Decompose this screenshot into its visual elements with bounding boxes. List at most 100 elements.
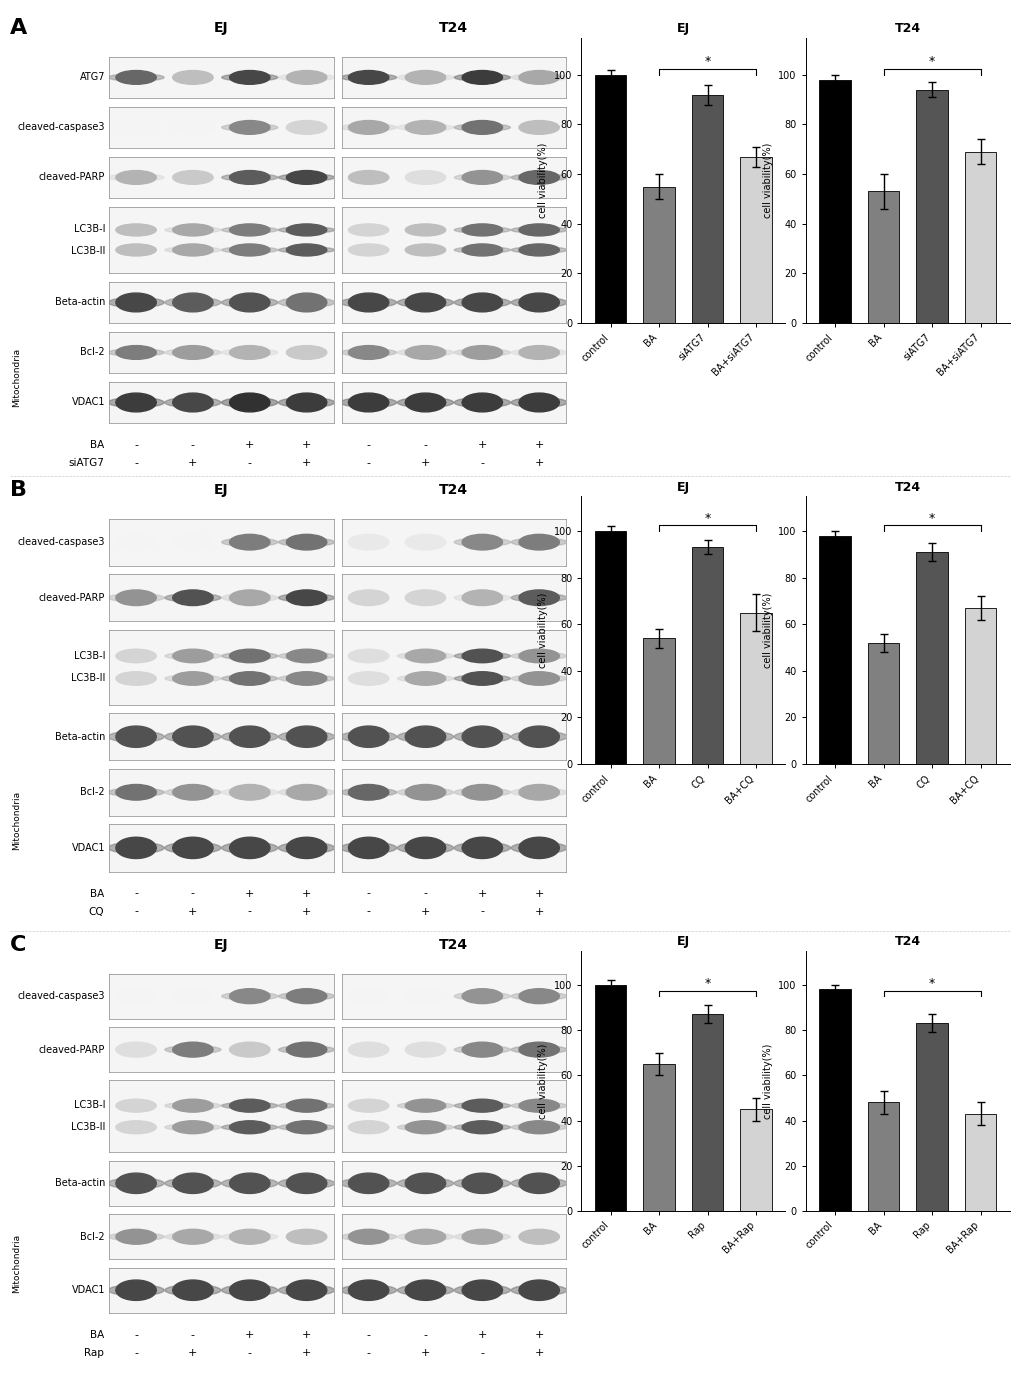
Ellipse shape (397, 349, 453, 356)
Text: +: + (302, 440, 311, 451)
Ellipse shape (511, 174, 567, 181)
Text: VDAC1: VDAC1 (71, 397, 105, 407)
Bar (964, 1114, 996, 1211)
Text: LC3B-I: LC3B-I (73, 1100, 105, 1110)
Ellipse shape (165, 652, 221, 659)
Ellipse shape (286, 1174, 326, 1193)
Ellipse shape (348, 534, 388, 550)
Bar (740, 1109, 771, 1211)
Text: EJ: EJ (214, 21, 228, 34)
Ellipse shape (286, 672, 326, 685)
Ellipse shape (397, 1102, 453, 1109)
Ellipse shape (511, 247, 567, 254)
Ellipse shape (116, 650, 156, 663)
Text: +: + (189, 1347, 198, 1358)
Text: T24: T24 (439, 483, 468, 496)
Ellipse shape (221, 226, 277, 233)
Ellipse shape (221, 538, 277, 546)
Ellipse shape (405, 1121, 445, 1134)
Ellipse shape (221, 298, 277, 308)
Title: T24: T24 (894, 22, 920, 34)
Ellipse shape (340, 789, 396, 797)
Text: Mitochondria: Mitochondria (12, 348, 20, 407)
Text: BA: BA (90, 440, 104, 451)
Ellipse shape (453, 174, 510, 181)
Text: +: + (421, 458, 430, 469)
Ellipse shape (108, 174, 164, 181)
Ellipse shape (221, 1285, 277, 1296)
Text: Bcl-2: Bcl-2 (81, 787, 105, 797)
Ellipse shape (278, 652, 334, 659)
Ellipse shape (340, 1178, 396, 1189)
Ellipse shape (453, 1233, 510, 1241)
Ellipse shape (221, 789, 277, 797)
Ellipse shape (511, 674, 567, 683)
Ellipse shape (172, 171, 213, 185)
Ellipse shape (519, 1099, 558, 1111)
Ellipse shape (348, 727, 388, 747)
Ellipse shape (286, 393, 326, 412)
Ellipse shape (511, 1102, 567, 1109)
Ellipse shape (462, 244, 502, 256)
Text: +: + (421, 1347, 430, 1358)
Ellipse shape (229, 1121, 270, 1134)
Text: -: - (366, 440, 370, 451)
Ellipse shape (348, 244, 388, 256)
Ellipse shape (172, 1099, 213, 1111)
Ellipse shape (462, 223, 502, 236)
Text: +: + (477, 888, 486, 899)
Ellipse shape (405, 650, 445, 663)
Bar (594, 985, 626, 1211)
Ellipse shape (286, 120, 326, 134)
Ellipse shape (511, 397, 567, 407)
Text: -: - (480, 458, 484, 469)
Ellipse shape (229, 244, 270, 256)
Text: +: + (245, 1329, 254, 1340)
Ellipse shape (453, 1045, 510, 1054)
Ellipse shape (519, 1174, 558, 1193)
Text: -: - (248, 1347, 252, 1358)
Ellipse shape (165, 1045, 221, 1054)
Ellipse shape (278, 538, 334, 546)
Ellipse shape (221, 397, 277, 407)
Ellipse shape (221, 652, 277, 659)
Ellipse shape (511, 73, 567, 81)
Ellipse shape (221, 124, 277, 131)
Text: siATG7: siATG7 (68, 458, 104, 469)
Ellipse shape (116, 1174, 156, 1193)
Bar (643, 1065, 675, 1211)
Bar (740, 157, 771, 323)
Text: +: + (534, 440, 543, 451)
Ellipse shape (165, 1124, 221, 1131)
Ellipse shape (453, 124, 510, 131)
Ellipse shape (172, 727, 213, 747)
Ellipse shape (165, 397, 221, 407)
Ellipse shape (405, 1099, 445, 1111)
Ellipse shape (278, 73, 334, 81)
Ellipse shape (229, 1099, 270, 1111)
Text: +: + (189, 906, 198, 917)
Ellipse shape (405, 672, 445, 685)
Ellipse shape (453, 674, 510, 683)
Ellipse shape (278, 174, 334, 181)
Text: +: + (302, 906, 311, 917)
Ellipse shape (519, 590, 558, 605)
Ellipse shape (462, 294, 502, 312)
Ellipse shape (172, 1043, 213, 1058)
Ellipse shape (453, 397, 510, 407)
Text: EJ: EJ (214, 938, 228, 952)
Ellipse shape (462, 534, 502, 550)
Bar (964, 152, 996, 323)
Ellipse shape (116, 244, 156, 256)
Ellipse shape (286, 346, 326, 360)
Bar (867, 192, 899, 323)
Ellipse shape (348, 346, 388, 360)
Ellipse shape (221, 731, 277, 742)
Ellipse shape (286, 70, 326, 84)
Bar (740, 612, 771, 764)
Ellipse shape (511, 593, 567, 601)
Ellipse shape (116, 171, 156, 185)
Text: BA: BA (90, 1329, 104, 1340)
Text: -: - (191, 888, 195, 899)
Ellipse shape (453, 538, 510, 546)
